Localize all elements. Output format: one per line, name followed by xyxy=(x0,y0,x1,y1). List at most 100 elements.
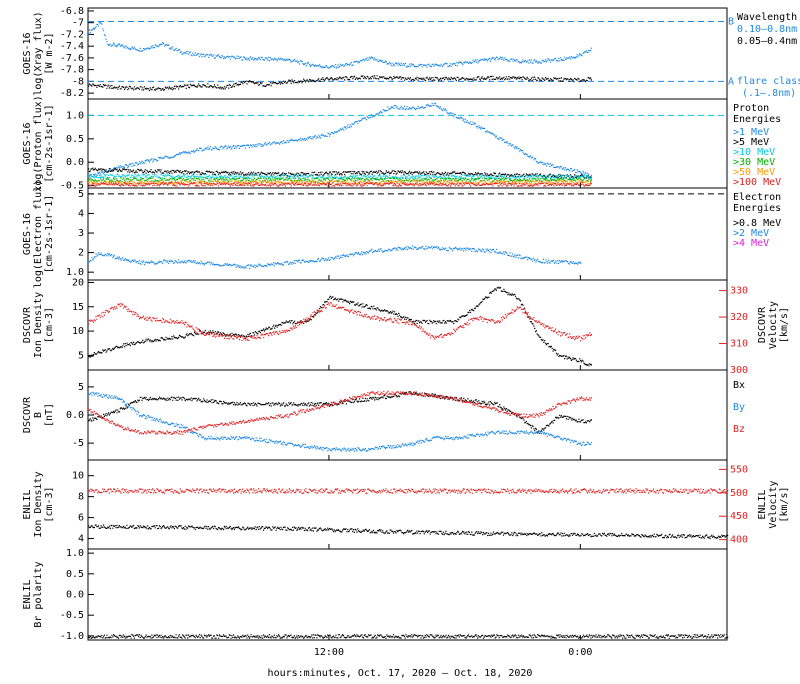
legend-item-proton-2: >10 MeV xyxy=(733,147,775,158)
ylabel-enlil_density-0: ENLIL xyxy=(22,489,33,519)
ytick-label-proton-0: 1.0 xyxy=(66,110,84,121)
ylabel-enlil_density-1: Ion Density xyxy=(33,471,44,537)
ytick-label-enlil_polarity-4: -1.0 xyxy=(60,631,84,642)
ytick-label-dscovr_density-3: 5 xyxy=(78,350,84,361)
ylabel-xray-1: log(Xray flux) xyxy=(33,11,44,95)
ytick-label-dscovr_density-1: 15 xyxy=(72,302,84,313)
ylabel-proton-2: [cm-2s-1sr-1] xyxy=(44,104,55,182)
ytick-label-proton-2: 0.0 xyxy=(66,157,84,168)
ytick-label-dscovr_field-2: -5 xyxy=(72,438,84,449)
ylabel-dscovr_field-0: DSCOVR xyxy=(22,396,33,433)
panel-frame-electron xyxy=(87,187,728,281)
ytick-label-enlil_density-3: 4 xyxy=(78,534,84,545)
ytick-label-dscovr_density-2: 10 xyxy=(72,326,84,337)
ytick-label-xray-2: -7.2 xyxy=(60,29,84,40)
ref-label-xray-1: A xyxy=(728,76,734,87)
legend-item-field-2: Bz xyxy=(733,424,745,435)
ytick-label-xray-0: -6.8 xyxy=(60,6,84,17)
ylabel-proton-1: log(Proton flux) xyxy=(33,95,44,191)
ytick-label-proton-1: 0.5 xyxy=(66,134,84,145)
legend-item-xray-0: 0.10–0.8nm xyxy=(737,24,797,35)
series-dscovr_field-1 xyxy=(88,391,592,452)
ytick-label-xray-7: -8.2 xyxy=(60,88,84,99)
ytick-label-enlil_polarity-1: 0.5 xyxy=(66,569,84,580)
series-proton-5 xyxy=(88,182,592,187)
ytick-label-electron-2: 3 xyxy=(78,228,84,239)
legend-item-xray-1: 0.05–0.4nm xyxy=(737,36,797,47)
ylabel-xray-0: GOES-16 xyxy=(22,32,33,74)
y2label-dscovr_density-1: Velocity xyxy=(768,301,779,349)
ref-label-xray-0: B xyxy=(728,17,734,28)
legend-item-proton-0: >1 MeV xyxy=(733,127,769,138)
y2tick-label-dscovr_density-1: 320 xyxy=(730,312,748,323)
series-proton-3 xyxy=(88,177,592,183)
legend-title-electron-1: Energies xyxy=(733,203,781,214)
panel-frame-dscovr_density xyxy=(87,279,728,371)
ylabel-dscovr_density-2: [cm-3] xyxy=(44,307,55,343)
ylabel-electron-0: GOES-16 xyxy=(22,213,33,255)
legend-title-xray: Wavelength xyxy=(737,12,797,23)
ytick-label-xray-3: -7.4 xyxy=(60,41,84,52)
legend-title-proton-0: Proton xyxy=(733,103,769,114)
y2tick-label-enlil_density-0: 550 xyxy=(730,464,748,475)
ytick-label-enlil_polarity-2: 0.0 xyxy=(66,590,84,601)
ytick-label-dscovr_field-0: 5 xyxy=(78,382,84,393)
y2tick-label-dscovr_density-3: 300 xyxy=(730,365,748,376)
panel-frame-dscovr_field xyxy=(87,369,728,461)
ytick-label-electron-3: 2 xyxy=(78,248,84,259)
y2tick-label-enlil_density-1: 500 xyxy=(730,488,748,499)
y2tick-label-dscovr_density-2: 310 xyxy=(730,339,748,350)
legend-title-electron-0: Electron xyxy=(733,192,781,203)
ylabel-dscovr_density-1: Ion Density xyxy=(33,292,44,358)
legend2-xray-0: flare class xyxy=(737,76,800,87)
legend-item-proton-1: >5 MeV xyxy=(733,137,769,148)
legend-title-proton-1: Energies xyxy=(733,114,781,125)
ytick-label-proton-3: -0.5 xyxy=(60,181,84,192)
ytick-label-enlil_density-0: 10 xyxy=(72,471,84,482)
ylabel-dscovr_density-0: DSCOVR xyxy=(22,306,33,343)
series-enlil_density-0 xyxy=(88,524,729,540)
y2tick-label-enlil_density-3: 400 xyxy=(730,535,748,546)
ytick-label-enlil_density-1: 8 xyxy=(78,492,84,503)
series-proton-0 xyxy=(88,102,592,178)
legend-item-electron-2: >4 MeV xyxy=(733,238,769,249)
panel-frame-enlil_polarity xyxy=(87,548,728,641)
legend-item-electron-1: >2 MeV xyxy=(733,228,769,239)
series-electron-0 xyxy=(88,245,582,269)
series-dscovr_density-0 xyxy=(88,286,592,367)
y2tick-label-dscovr_density-0: 330 xyxy=(730,286,748,297)
ytick-label-enlil_polarity-3: -0.5 xyxy=(60,610,84,621)
series-xray-0 xyxy=(88,22,592,69)
ytick-label-dscovr_density-0: 20 xyxy=(72,277,84,288)
ylabel-electron-1: log(Electron flux) xyxy=(33,180,44,288)
xtick-label-1: 0:00 xyxy=(568,647,592,658)
ytick-label-xray-6: -8 xyxy=(72,76,84,87)
xaxis-label: hours:minutes, Oct. 17, 2020 — Oct. 18, … xyxy=(268,668,533,679)
ylabel-enlil_polarity-0: ENLIL xyxy=(22,579,33,609)
ylabel-dscovr_field-2: [nT] xyxy=(44,403,55,427)
ytick-label-xray-4: -7.6 xyxy=(60,53,84,64)
ytick-label-xray-1: -7 xyxy=(72,18,84,29)
ytick-label-electron-1: 4 xyxy=(78,208,84,219)
xtick-label-0: 12:00 xyxy=(314,647,344,658)
ytick-label-enlil_density-2: 6 xyxy=(78,513,84,524)
ytick-label-dscovr_field-1: 0.0 xyxy=(66,410,84,421)
legend-item-electron-0: >0.8 MeV xyxy=(733,218,781,229)
ylabel-dscovr_field-1: B xyxy=(33,412,44,418)
ytick-label-enlil_polarity-0: 1.0 xyxy=(66,548,84,559)
y2tick-label-enlil_density-2: 450 xyxy=(730,511,748,522)
series-xray-1 xyxy=(88,75,592,92)
ylabel-xray-2: [W m-2] xyxy=(44,32,55,74)
legend-item-field-0: Bx xyxy=(733,380,745,391)
legend-item-proton-5: >100 MeV xyxy=(733,177,781,188)
series-dscovr_density-1 xyxy=(88,302,592,342)
y2label-dscovr_density-2: [km/s] xyxy=(779,307,790,343)
legend2-xray-1: (.1–.8nm) xyxy=(742,88,796,99)
y2label-enlil_density-0: ENLIL xyxy=(757,489,768,519)
ylabel-enlil_polarity-1: Br polarity xyxy=(33,561,44,627)
y2label-dscovr_density-0: DSCOVR xyxy=(757,306,768,343)
ylabel-enlil_density-2: [cm-3] xyxy=(44,486,55,522)
legend-item-proton-4: >50 MeV xyxy=(733,167,775,178)
